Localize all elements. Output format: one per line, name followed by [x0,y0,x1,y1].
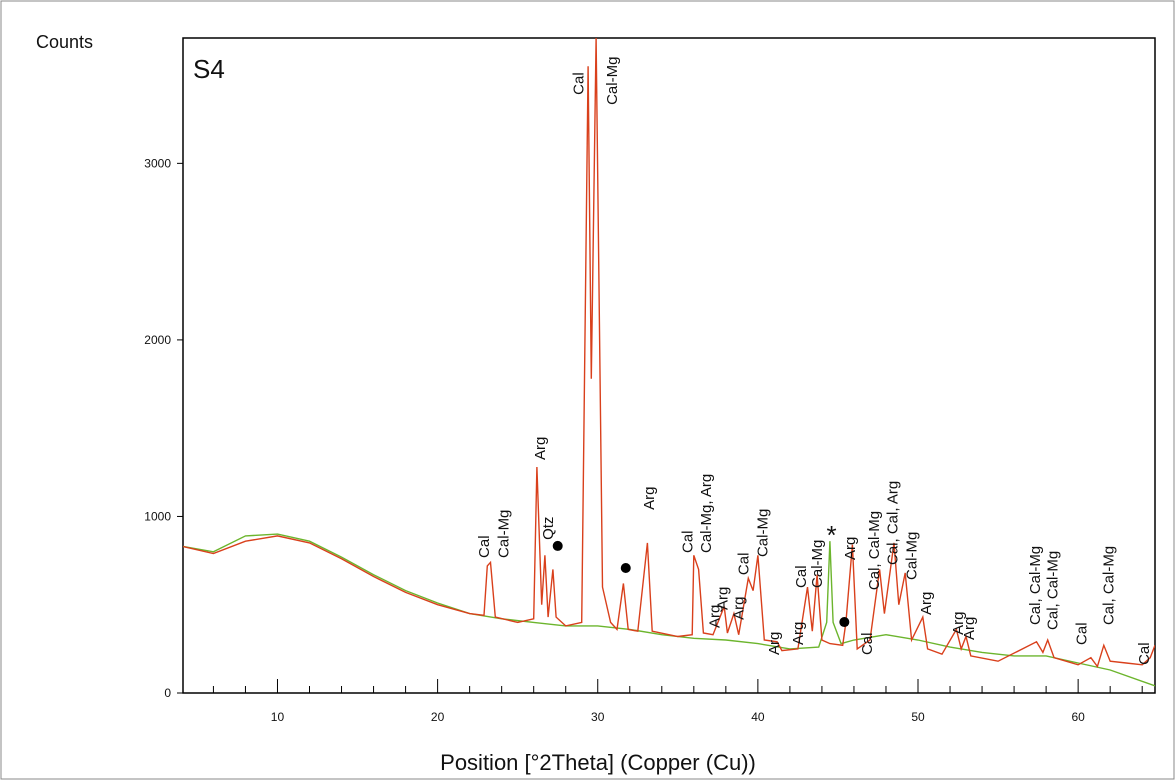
peak-label: Cal, Cal-Mg [1027,546,1044,625]
peak-label: Qtz [540,517,557,540]
star-label: * [826,520,836,550]
peak-label: Cal-Mg [495,510,512,558]
peak-label: Cal-Mg [904,532,921,580]
peak-label: Arg [766,632,783,655]
y-axis-label: Counts [36,32,93,52]
peak-label: Arg [707,605,724,628]
y-tick-label: 1000 [144,509,171,523]
peak-label: Cal [571,72,588,95]
x-tick-label: 30 [591,710,605,724]
peak-label: Arg [532,437,549,460]
peak-label: Arg [842,537,859,560]
peak-label: Cal, Cal-Mg [1101,546,1118,625]
x-tick-label: 10 [271,710,285,724]
phase-marker [620,563,631,574]
peak-label: Cal-Mg [604,57,621,105]
peak-label: Cal [1073,622,1090,645]
series-line [183,38,1155,669]
x-tick-label: 50 [911,710,925,724]
panel-label: S4 [193,54,225,84]
peak-label: Cal-Mg [809,540,826,588]
y-tick-label: 2000 [144,333,171,347]
phase-marker [552,540,563,551]
peak-label: Cal [859,633,876,656]
x-tick-label: 60 [1071,710,1085,724]
peak-label: Cal [793,565,810,588]
peak-label: Cal, Cal-Mg [866,511,883,590]
y-tick-label: 0 [164,686,171,700]
peak-label: Cal [476,535,493,558]
peak-label: Arg [731,597,748,620]
peak-label: Arg [961,617,978,640]
peak-label: Arg [918,592,935,615]
peak-label: Cal [679,530,696,553]
peak-label: Cal-Mg [755,509,772,557]
peak-label: Arg [790,622,807,645]
y-tick-label: 3000 [144,156,171,170]
x-axis-label: Position [°2Theta] (Copper (Cu)) [440,750,756,775]
peak-label: Cal-Mg, Arg [698,474,715,553]
x-tick-label: 20 [431,710,445,724]
phase-marker [839,617,850,628]
peak-label: Cal, Cal, Arg [884,481,901,565]
x-tick-label: 40 [751,710,765,724]
peak-label: Cal [1136,642,1153,665]
peak-label: Arg [641,487,658,510]
peak-label: Arg [715,587,732,610]
peak-label: Cal, Cal-Mg [1045,551,1062,630]
peak-label: Arg [950,612,967,635]
peak-label: Cal [735,553,752,576]
plot-area [182,37,1156,694]
